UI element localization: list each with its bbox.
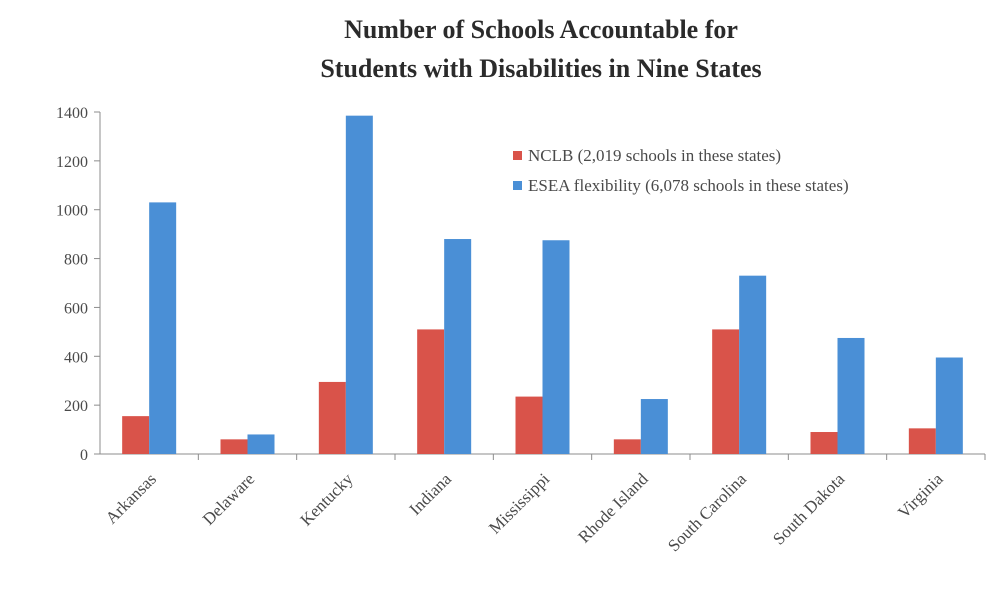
bar-nclb-south-carolina	[712, 329, 740, 454]
bar-nclb-kentucky	[318, 381, 346, 454]
bar-esea-indiana	[444, 239, 472, 454]
x-tick-label: Arkansas	[102, 469, 160, 527]
chart-title-line-1: Number of Schools Accountable for	[344, 15, 738, 44]
x-tick-label: Rhode Island	[574, 469, 652, 547]
y-axis: 0 200 400 600 800 1000 1200 1400	[56, 105, 101, 464]
bar-nclb-virginia	[908, 428, 936, 454]
bar-esea-mississippi	[542, 240, 570, 454]
bar-esea-delaware	[247, 434, 275, 454]
x-tick-label: Mississippi	[485, 469, 553, 537]
bar-nclb-arkansas	[122, 416, 150, 454]
x-tick-label: Indiana	[406, 469, 456, 519]
y-tick-label: 1400	[56, 105, 88, 122]
y-tick-label: 800	[64, 252, 88, 269]
x-axis: Arkansas Delaware Kentucky Indiana Mississip…	[100, 453, 986, 555]
y-tick-label: 1000	[56, 203, 88, 220]
y-tick-label: 0	[80, 447, 88, 464]
legend-label-nclb: NCLB (2,019 schools in these states)	[528, 146, 781, 165]
bar-nclb-mississippi	[515, 396, 543, 454]
y-tick-label: 400	[64, 349, 88, 366]
bar-nclb-south-dakota	[810, 432, 838, 454]
bar-esea-arkansas	[149, 202, 177, 454]
bar-nclb-indiana	[417, 329, 445, 454]
legend: NCLB (2,019 schools in these states) ESEA…	[513, 146, 849, 195]
bar-nclb-rhode-island	[613, 439, 641, 454]
x-tick-label: Kentucky	[296, 469, 357, 530]
bar-nclb-delaware	[220, 439, 248, 454]
y-tick-label: 600	[64, 300, 88, 317]
legend-label-esea: ESEA flexibility (6,078 schools in these…	[528, 176, 849, 195]
y-tick-label: 1200	[56, 154, 88, 171]
x-tick-label: South Carolina	[664, 469, 750, 555]
legend-swatch-nclb	[513, 151, 522, 160]
x-tick-label: Delaware	[199, 469, 258, 528]
bar-esea-south-dakota	[837, 337, 865, 454]
legend-swatch-esea	[513, 181, 522, 190]
y-tick-label: 200	[64, 398, 88, 415]
x-tick-label: South Dakota	[769, 469, 849, 549]
chart-title-line-2: Students with Disabilities in Nine State…	[320, 54, 761, 83]
bar-esea-rhode-island	[640, 399, 668, 454]
bars	[122, 115, 963, 455]
bar-esea-south-carolina	[739, 275, 767, 454]
bar-esea-kentucky	[345, 115, 373, 455]
bar-esea-virginia	[935, 357, 963, 454]
x-tick-label: Virginia	[894, 469, 947, 522]
